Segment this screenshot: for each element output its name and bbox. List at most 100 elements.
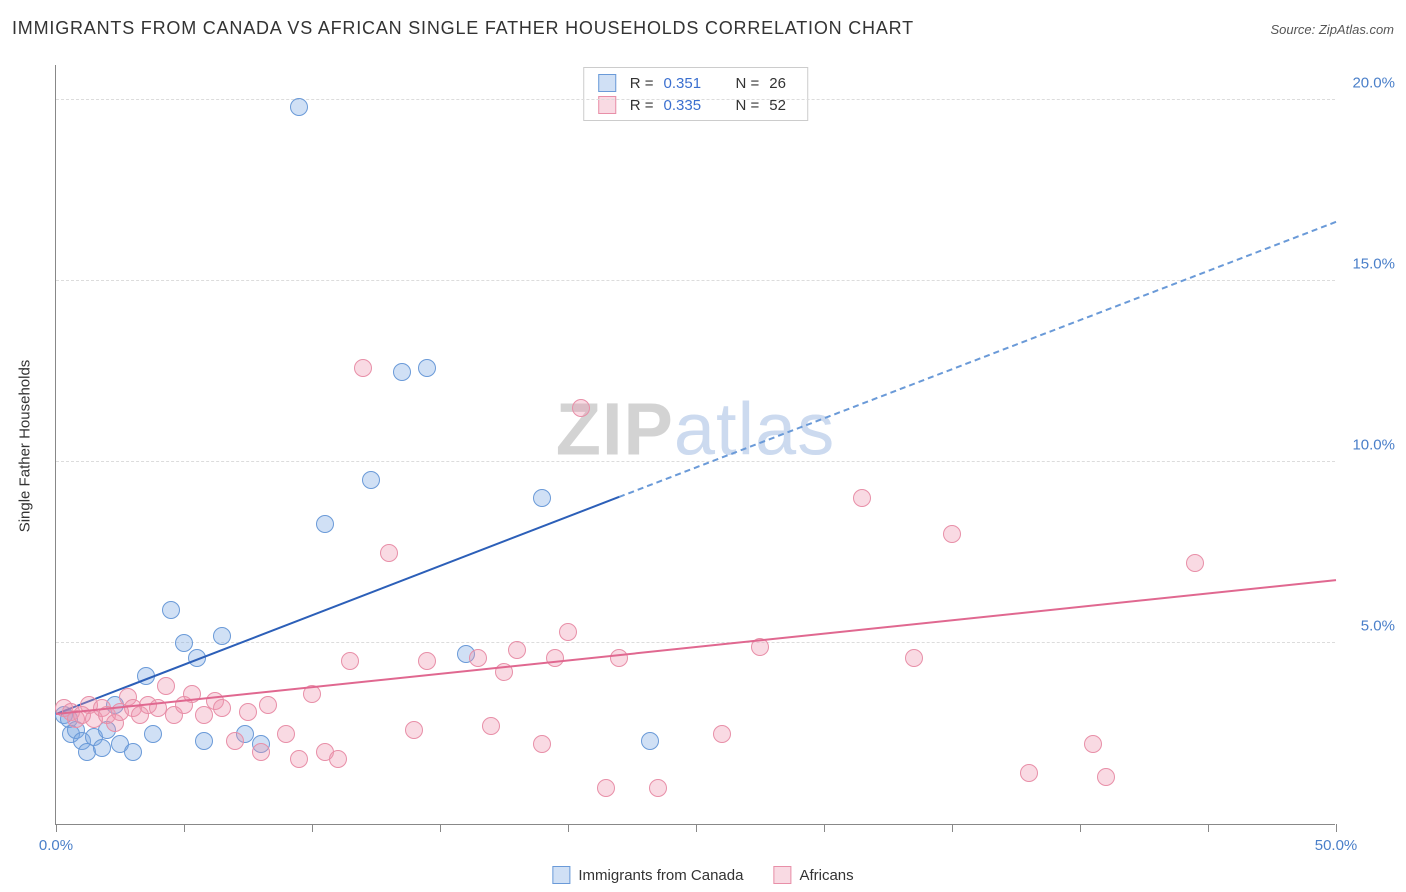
data-point-canada xyxy=(175,634,193,652)
x-tick xyxy=(56,824,57,832)
y-tick-label: 10.0% xyxy=(1352,437,1395,454)
x-tick xyxy=(1080,824,1081,832)
x-tick xyxy=(1208,824,1209,832)
data-point-africans xyxy=(354,359,372,377)
data-point-africans xyxy=(124,699,142,717)
swatch-canada xyxy=(598,74,616,92)
data-point-africans xyxy=(380,544,398,562)
data-point-africans xyxy=(418,652,436,670)
gridline xyxy=(56,99,1335,100)
data-point-canada xyxy=(236,725,254,743)
data-point-africans xyxy=(85,710,103,728)
legend-series: Immigrants from Canada Africans xyxy=(552,866,853,884)
scatter-plot: ZIPatlas R = 0.351 N = 26 R = 0.335 N = … xyxy=(55,65,1335,825)
data-point-canada xyxy=(124,743,142,761)
chart-title: IMMIGRANTS FROM CANADA VS AFRICAN SINGLE… xyxy=(12,18,914,39)
data-point-africans xyxy=(290,750,308,768)
data-point-africans xyxy=(316,743,334,761)
y-tick-label: 15.0% xyxy=(1352,256,1395,273)
data-point-canada xyxy=(418,359,436,377)
swatch-canada xyxy=(552,866,570,884)
gridline xyxy=(56,280,1335,281)
data-point-canada xyxy=(67,721,85,739)
x-tick xyxy=(696,824,697,832)
data-point-africans xyxy=(572,399,590,417)
watermark-part2: atlas xyxy=(674,388,835,471)
data-point-canada xyxy=(98,721,116,739)
data-point-canada xyxy=(641,732,659,750)
data-point-canada xyxy=(93,739,111,757)
data-point-africans xyxy=(213,699,231,717)
x-tick-label: 0.0% xyxy=(39,837,73,854)
trend-line xyxy=(619,221,1337,498)
data-point-africans xyxy=(610,649,628,667)
data-point-africans xyxy=(239,703,257,721)
x-tick xyxy=(184,824,185,832)
data-point-africans xyxy=(559,623,577,641)
data-point-africans xyxy=(252,743,270,761)
data-point-africans xyxy=(106,714,124,732)
data-point-africans xyxy=(597,779,615,797)
y-tick-label: 20.0% xyxy=(1352,75,1395,92)
data-point-canada xyxy=(362,471,380,489)
legend-correlation: R = 0.351 N = 26 R = 0.335 N = 52 xyxy=(583,67,809,121)
data-point-canada xyxy=(78,743,96,761)
data-point-africans xyxy=(649,779,667,797)
r-label: R = xyxy=(630,75,654,92)
data-point-canada xyxy=(316,515,334,533)
n-label: N = xyxy=(736,75,760,92)
data-point-africans xyxy=(853,489,871,507)
data-point-africans xyxy=(943,525,961,543)
data-point-canada xyxy=(195,732,213,750)
data-point-africans xyxy=(713,725,731,743)
data-point-africans xyxy=(546,649,564,667)
data-point-africans xyxy=(131,706,149,724)
legend-row-canada: R = 0.351 N = 26 xyxy=(598,72,794,94)
x-tick xyxy=(1336,824,1337,832)
data-point-africans xyxy=(226,732,244,750)
data-point-africans xyxy=(469,649,487,667)
data-point-canada xyxy=(533,489,551,507)
x-tick xyxy=(824,824,825,832)
data-point-africans xyxy=(482,717,500,735)
data-point-africans xyxy=(329,750,347,768)
data-point-africans xyxy=(533,735,551,753)
data-point-canada xyxy=(252,735,270,753)
data-point-africans xyxy=(1084,735,1102,753)
data-point-africans xyxy=(1097,768,1115,786)
x-tick xyxy=(440,824,441,832)
data-point-africans xyxy=(508,641,526,659)
data-point-africans xyxy=(157,677,175,695)
legend-item-africans: Africans xyxy=(773,866,853,884)
gridline xyxy=(56,461,1335,462)
data-point-canada xyxy=(393,363,411,381)
x-tick xyxy=(568,824,569,832)
data-point-canada xyxy=(144,725,162,743)
trend-line xyxy=(56,580,1336,716)
x-tick xyxy=(952,824,953,832)
data-point-africans xyxy=(277,725,295,743)
data-point-canada xyxy=(290,98,308,116)
data-point-canada xyxy=(457,645,475,663)
data-point-canada xyxy=(73,732,91,750)
data-point-africans xyxy=(341,652,359,670)
data-point-canada xyxy=(106,696,124,714)
series-label-canada: Immigrants from Canada xyxy=(578,867,743,884)
source-label: Source: ZipAtlas.com xyxy=(1270,22,1394,37)
n-value-canada: 26 xyxy=(769,75,793,92)
r-value-canada: 0.351 xyxy=(664,75,716,92)
data-point-africans xyxy=(1186,554,1204,572)
y-axis-title: Single Father Households xyxy=(17,360,34,533)
data-point-africans xyxy=(165,706,183,724)
data-point-canada xyxy=(62,725,80,743)
legend-row-africans: R = 0.335 N = 52 xyxy=(598,94,794,116)
watermark-part1: ZIP xyxy=(556,388,674,471)
data-point-africans xyxy=(119,688,137,706)
data-point-canada xyxy=(111,735,129,753)
data-point-africans xyxy=(405,721,423,739)
data-point-africans xyxy=(905,649,923,667)
legend-item-canada: Immigrants from Canada xyxy=(552,866,743,884)
data-point-canada xyxy=(85,728,103,746)
x-tick-label: 50.0% xyxy=(1315,837,1358,854)
y-tick-label: 5.0% xyxy=(1361,618,1395,635)
